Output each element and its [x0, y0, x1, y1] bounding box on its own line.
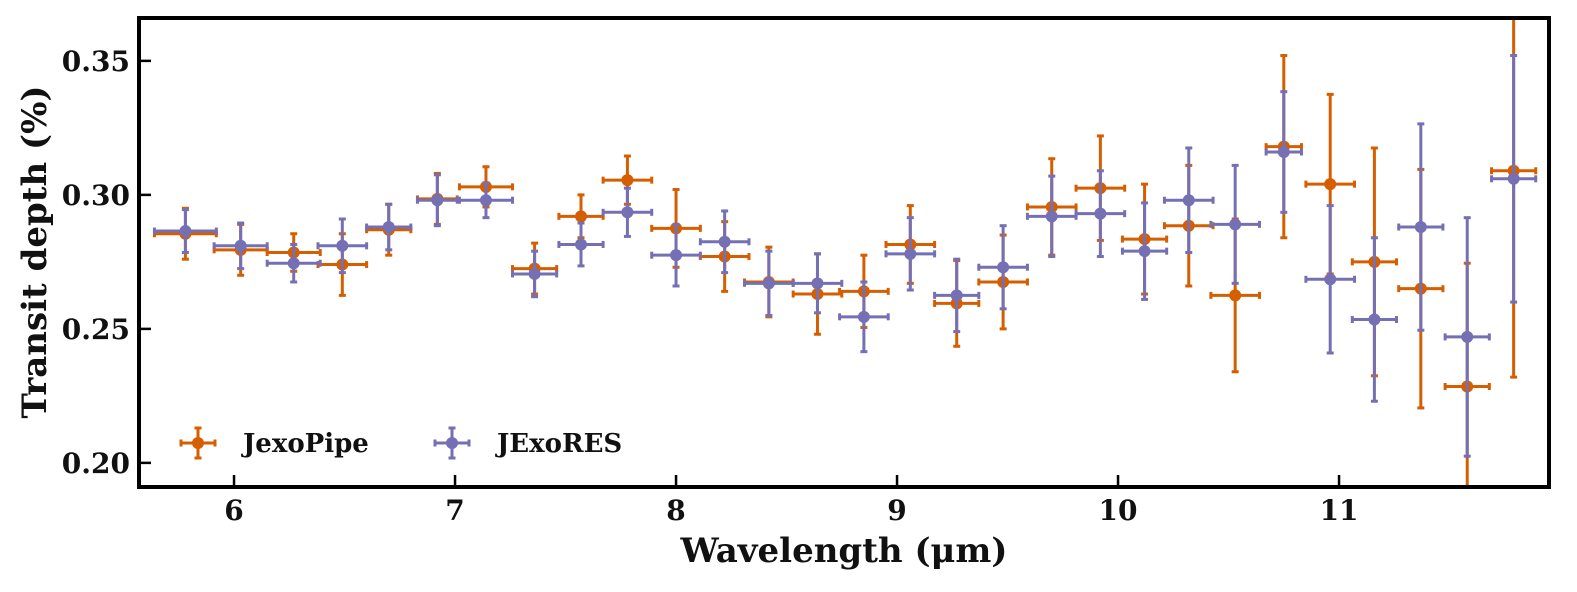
data-marker [670, 249, 683, 262]
data-marker [1368, 313, 1381, 326]
data-marker [1461, 330, 1474, 343]
data-point [791, 252, 844, 315]
data-point [1074, 169, 1127, 259]
data-marker [528, 267, 541, 280]
data-marker [950, 289, 963, 302]
data-marker [382, 221, 395, 234]
ticks-layer: 6 7 8 9 10 11 0.20 0.25 0.30 0.35 [62, 45, 1359, 527]
data-point [212, 221, 269, 271]
data-point [1490, 54, 1538, 304]
data-point [601, 186, 654, 238]
data-point [977, 224, 1029, 311]
data-marker [1138, 245, 1151, 258]
data-marker [811, 277, 824, 290]
data-point [1209, 163, 1261, 285]
data-marker [1229, 289, 1242, 302]
data-marker [336, 239, 349, 252]
data-point [698, 209, 751, 275]
data-marker [1182, 194, 1195, 207]
data-point [838, 280, 890, 354]
data-point [557, 221, 605, 268]
data-marker [857, 310, 870, 323]
y-tick-label: 0.30 [62, 179, 130, 212]
y-tick-label: 0.20 [62, 447, 130, 480]
data-point [1162, 146, 1215, 254]
data-point [1350, 236, 1399, 403]
data-point [365, 202, 413, 252]
series-layer [152, 18, 1538, 487]
y-tick-label: 0.35 [62, 45, 130, 78]
data-point [316, 217, 369, 275]
x-tick-label: 9 [887, 494, 906, 527]
data-point [1120, 201, 1169, 301]
data-marker [1229, 218, 1242, 231]
data-marker [234, 239, 247, 252]
legend-item-jexopipe: JexoPipe [179, 426, 369, 460]
data-point [1304, 204, 1357, 355]
data-marker [718, 235, 731, 248]
data-marker [575, 238, 588, 251]
legend-marker-dot [192, 437, 204, 449]
legend-item-jexores: JExoRES [433, 426, 622, 460]
data-point [933, 257, 981, 334]
legend: JexoPipe JExoRES [179, 426, 622, 460]
data-point [152, 208, 218, 254]
x-axis-title: Wavelength (μm) [680, 531, 1008, 571]
data-marker [997, 261, 1010, 274]
y-tick-label: 0.25 [62, 313, 130, 346]
data-point [265, 242, 322, 284]
data-marker [1045, 210, 1058, 223]
data-marker [287, 257, 300, 270]
data-point [743, 249, 795, 317]
x-tick-label: 7 [445, 494, 464, 527]
data-marker [1094, 207, 1107, 220]
data-marker [621, 174, 634, 187]
data-marker [621, 206, 634, 219]
legend-marker-dot [446, 437, 458, 449]
x-tick-label: 8 [666, 494, 685, 527]
data-marker [1277, 146, 1290, 158]
data-point [650, 222, 702, 288]
legend-label: JexoPipe [241, 429, 369, 459]
x-tick-label: 6 [224, 494, 243, 527]
x-tick-label: 10 [1099, 494, 1138, 527]
data-point [1264, 90, 1303, 214]
data-point [457, 181, 514, 220]
series-jexores [152, 54, 1538, 458]
y-axis-title: Transit depth (%) [15, 85, 55, 418]
data-point [884, 216, 937, 292]
data-point [1443, 216, 1491, 458]
data-marker [179, 225, 192, 238]
data-marker [904, 247, 917, 260]
data-marker [431, 194, 444, 207]
data-marker [479, 194, 492, 207]
data-marker [1324, 273, 1337, 286]
data-point [1397, 122, 1445, 332]
data-marker [1414, 221, 1427, 234]
data-point [1304, 92, 1357, 276]
data-point [415, 173, 459, 228]
data-marker [762, 277, 775, 290]
legend-label: JExoRES [495, 429, 622, 459]
data-marker [575, 210, 588, 223]
data-marker [1507, 172, 1520, 185]
plot-frame [137, 16, 1551, 489]
x-tick-label: 11 [1320, 494, 1359, 527]
data-point [557, 193, 605, 240]
data-marker [1324, 178, 1337, 191]
data-point [1025, 174, 1078, 259]
data-point [510, 249, 559, 299]
